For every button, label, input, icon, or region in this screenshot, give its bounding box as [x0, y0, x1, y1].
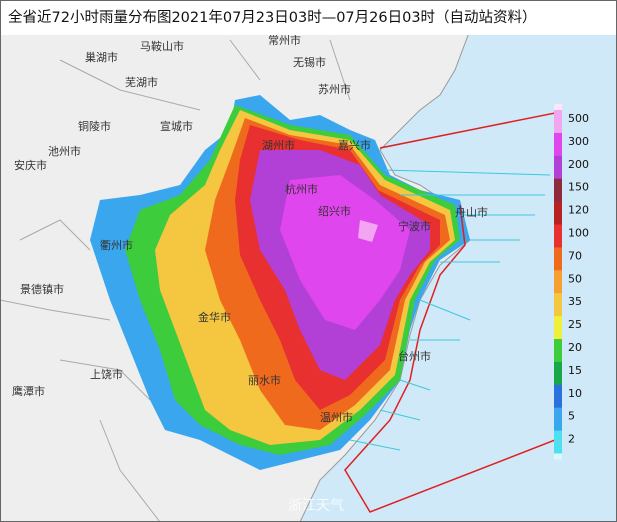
legend-label: 50	[568, 272, 582, 285]
city-labels: 巢湖市 马鞍山市 常州市 无锡市 芜湖市 苏州市 铜陵市 宣城市 池州市 安庆市…	[12, 33, 488, 424]
legend-swatch	[554, 110, 562, 134]
title: 全省近72小时雨量分布图2021年07月23日03时—07月26日03时（自动站…	[8, 8, 537, 26]
city-label: 嘉兴市	[338, 138, 371, 152]
legend-label: 300	[568, 135, 589, 148]
legend-label: 500	[568, 112, 589, 125]
legend-cap	[554, 104, 562, 110]
city-label: 马鞍山市	[140, 39, 184, 53]
title-bar	[1, 1, 616, 35]
legend-swatch	[554, 316, 562, 340]
city-label: 台州市	[398, 349, 431, 363]
legend-tail	[554, 453, 562, 460]
legend-swatch	[554, 407, 562, 432]
city-label: 巢湖市	[85, 50, 118, 64]
legend-label: 150	[568, 181, 589, 194]
city-label: 宁波市	[398, 219, 431, 233]
city-label: 池州市	[48, 144, 81, 158]
city-label: 常州市	[268, 33, 301, 47]
city-label: 温州市	[320, 410, 353, 424]
city-label: 芜湖市	[125, 75, 158, 89]
city-label: 宣城市	[160, 119, 193, 133]
city-label: 景德镇市	[20, 282, 64, 296]
legend-swatch	[554, 224, 562, 248]
legend-label: 35	[568, 295, 582, 308]
city-label: 丽水市	[248, 373, 281, 387]
legend-label: 70	[568, 249, 582, 262]
city-label: 舟山市	[455, 205, 488, 219]
legend-label: 10	[568, 387, 582, 400]
city-label: 苏州市	[318, 82, 351, 96]
legend: 500 300 200 150 120 100 70 50 35 25 20 15 10 5 2	[554, 104, 589, 460]
city-label: 绍兴市	[318, 204, 351, 218]
zone-line	[349, 169, 551, 451]
city-label: 无锡市	[293, 55, 326, 69]
legend-swatch	[554, 155, 562, 180]
legend-label: 5	[568, 410, 575, 423]
legend-swatch	[554, 293, 562, 317]
legend-label: 120	[568, 204, 589, 217]
legend-swatch	[554, 132, 562, 157]
boundary	[0, 39, 351, 522]
legend-swatch	[554, 339, 562, 363]
legend-swatch	[554, 270, 562, 294]
rainfall	[90, 95, 470, 470]
city-label: 鹰潭市	[12, 384, 45, 398]
legend-label: 15	[568, 364, 582, 377]
city-label: 湖州市	[262, 138, 295, 152]
legend-label: 25	[568, 318, 582, 331]
legend-swatch	[554, 247, 562, 271]
legend-label: 2	[568, 433, 575, 446]
city-label: 安庆市	[14, 158, 47, 172]
city-label: 铜陵市	[78, 119, 111, 133]
city-label: 上饶市	[90, 367, 123, 381]
watermark: 浙江天气	[288, 498, 344, 514]
legend-swatch	[554, 430, 562, 454]
legend-swatch	[554, 201, 562, 225]
legend-swatch	[554, 361, 562, 386]
city-label: 衢州市	[100, 238, 133, 252]
legend-swatch	[554, 178, 562, 203]
city-label: 杭州市	[285, 182, 318, 196]
legend-label: 100	[568, 227, 589, 240]
city-label: 金华市	[198, 310, 231, 324]
legend-swatch	[554, 384, 562, 409]
legend-label: 20	[568, 341, 582, 354]
legend-label: 200	[568, 158, 589, 171]
